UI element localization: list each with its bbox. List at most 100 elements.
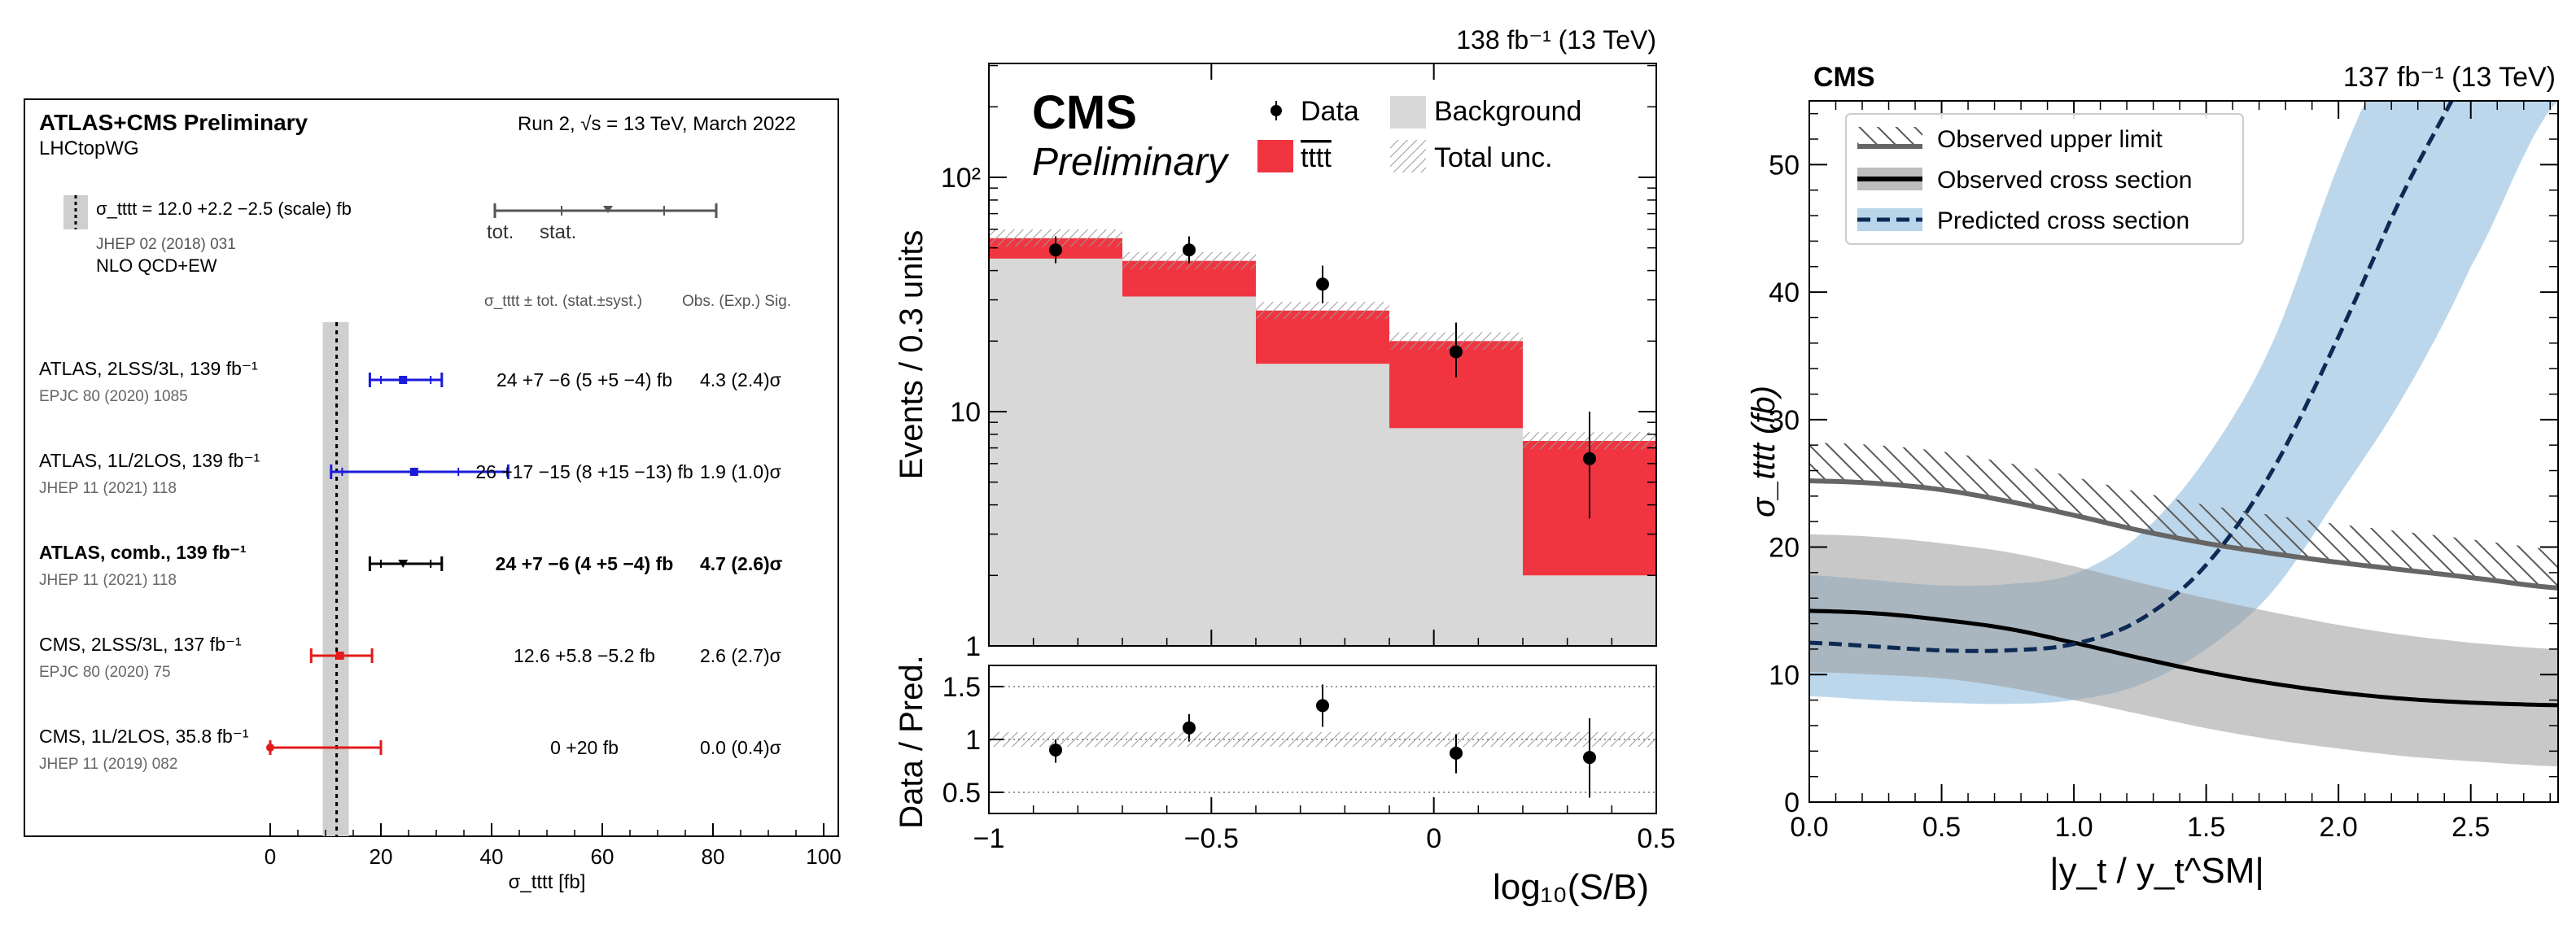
- measurement-marker: [266, 744, 274, 752]
- data-point: [1316, 277, 1329, 291]
- measurement-ref: JHEP 11 (2021) 118: [39, 572, 177, 589]
- background-bar: [1122, 296, 1256, 646]
- right-y-tick-label: 40: [1769, 277, 1800, 308]
- left-plot-area: 0 20 40 60 80 100 ATLAS, 2LSS/3L, 139 fb⁻¹ EPJC…: [39, 322, 842, 869]
- ratio-point: [1316, 699, 1329, 713]
- measurement-name: CMS, 2LSS/3L, 137 fb⁻¹: [39, 634, 242, 655]
- data-point: [1450, 345, 1463, 359]
- legend-signal-label: tttt: [1301, 142, 1332, 173]
- middle-lumi-label: 138 fb⁻¹ (13 TeV): [1456, 25, 1656, 55]
- left-xlabel: σ_tttt [fb]: [509, 871, 586, 893]
- right-x-tick-label: 1.0: [2054, 812, 2093, 843]
- left-x-tick-label: 100: [806, 844, 841, 869]
- right-y-tick-label: 20: [1769, 533, 1800, 564]
- measurement-significance: 2.6 (2.7)σ: [700, 645, 781, 666]
- left-energy-label: Run 2, √s = 13 TeV, March 2022: [518, 113, 796, 135]
- measurement-name: CMS, 1L/2LOS, 35.8 fb⁻¹: [39, 726, 249, 747]
- left-frame: [24, 98, 839, 837]
- middle-ylabel: Events / 0.3 units: [894, 230, 929, 480]
- measurement-ref: JHEP 11 (2021) 118: [39, 480, 177, 497]
- legend-background-label: Background: [1434, 96, 1581, 127]
- ratio-point: [1450, 746, 1463, 760]
- measurement-marker: [409, 468, 418, 476]
- signal-bar: [1256, 310, 1389, 364]
- background-bar: [989, 258, 1122, 646]
- middle-x-tick-label: −1: [973, 823, 1005, 854]
- observed-upper-limit-line: [1809, 478, 2558, 591]
- preliminary-label: Preliminary: [1032, 141, 1230, 184]
- measurement-ref: EPJC 80 (2020) 1085: [39, 388, 188, 405]
- uncertainty-band: [1256, 301, 1389, 320]
- ratio-y-tick-label: 0.5: [942, 778, 981, 809]
- upper-limit-hatch: [1809, 443, 2558, 588]
- measurement-result: 0 +20 fb: [550, 737, 619, 758]
- legend-signal-swatch: [1257, 140, 1293, 172]
- column-header-xsec: σ_tttt ± tot. (stat.±syst.): [484, 293, 642, 310]
- legend-stat-label: stat.: [540, 221, 576, 243]
- measurement-name: ATLAS, 1L/2LOS, 139 fb⁻¹: [39, 450, 260, 471]
- ratio-point: [1583, 751, 1596, 765]
- ratio-point: [1049, 744, 1062, 757]
- data-point: [1049, 243, 1062, 257]
- left-title: ATLAS+CMS Preliminary: [39, 110, 308, 135]
- right-y-tick-label: 10: [1769, 660, 1800, 691]
- measurement-ref: EPJC 80 (2020) 75: [39, 664, 171, 681]
- middle-ratio-frame: [988, 665, 1657, 814]
- data-point: [1183, 243, 1196, 257]
- middle-x-tick-label: 0.5: [1637, 823, 1675, 854]
- measurement-significance: 0.0 (0.4)σ: [700, 737, 781, 758]
- measurement-result: 26 +17 −15 (8 +15 −13) fb: [475, 461, 693, 482]
- middle-main-frame: [988, 63, 1657, 647]
- left-subtitle: LHCtopWG: [39, 137, 139, 159]
- data-point: [1583, 451, 1596, 465]
- measurement-marker: [335, 652, 344, 660]
- right-y-tick-label: 50: [1769, 150, 1800, 181]
- left-x-tick-label: 40: [480, 844, 504, 869]
- background-bar: [1523, 575, 1656, 646]
- left-x-tick-label: 0: [265, 844, 276, 869]
- right-legend-box: [1845, 113, 2244, 245]
- measurement-significance: 1.9 (1.0)σ: [700, 461, 781, 482]
- middle-y-tick-label: 10²: [941, 163, 981, 194]
- measurement-marker: [399, 376, 408, 384]
- legend-upper-limit-swatch: [1857, 127, 1922, 146]
- legend-tot-label: tot.: [487, 221, 514, 243]
- middle-ratio-ylabel: Data / Pred.: [894, 655, 929, 828]
- legend-marker: [603, 206, 613, 213]
- middle-y-tick-label: 10: [950, 397, 981, 428]
- measurement-result: 24 +7 −6 (5 +5 −4) fb: [496, 369, 672, 390]
- observed-xsec-line: [1809, 608, 2558, 708]
- background-bar: [1389, 428, 1523, 646]
- right-frame: [1808, 100, 2559, 803]
- theory-ref: JHEP 02 (2018) 031: [96, 236, 236, 253]
- background-bar: [1256, 364, 1389, 646]
- right-y-tick-label: 30: [1769, 405, 1800, 436]
- measurement-significance: 4.7 (2.6)σ: [700, 553, 783, 574]
- predicted-xsec-line: [1809, 101, 2454, 653]
- measurement-ref: JHEP 11 (2019) 082: [39, 756, 177, 773]
- legend-uncertainty-label: Total unc.: [1434, 142, 1553, 173]
- legend-data-label: Data: [1301, 96, 1359, 127]
- right-xlabel: |y_t / y_t^SM|: [2049, 851, 2264, 891]
- middle-xlabel: log₁₀(S/B): [1493, 867, 1649, 907]
- measurement-marker: [398, 560, 409, 568]
- right-x-tick-label: 0.5: [1922, 812, 1961, 843]
- measurement-name: ATLAS, 2LSS/3L, 139 fb⁻¹: [39, 358, 258, 379]
- middle-x-tick-label: −0.5: [1184, 823, 1239, 854]
- ratio-y-tick-label: 1.5: [942, 672, 981, 703]
- middle-y-tick-label: 1: [965, 631, 981, 662]
- legend-observed-label: Observed cross section: [1937, 167, 2192, 194]
- middle-histogram-panel: 138 fb⁻¹ (13 TeV) 1 10 10² 0.5 1 1.5 −1 −0.5 0 0.…: [894, 25, 1676, 907]
- legend-predicted-label: Predicted cross section: [1937, 207, 2189, 234]
- legend-background-swatch: [1390, 96, 1426, 129]
- observed-xsec-band: [1809, 534, 2558, 767]
- theory-band: [322, 322, 349, 836]
- ratio-y-tick-label: 1: [965, 725, 981, 756]
- ratio-point: [1183, 721, 1196, 735]
- legend-upper-limit-label: Observed upper limit: [1937, 126, 2163, 153]
- right-x-tick-label: 0.0: [1790, 812, 1828, 843]
- measurement-name: ATLAS, comb., 139 fb⁻¹: [39, 542, 247, 563]
- left-x-tick-label: 60: [591, 844, 614, 869]
- measurement-significance: 4.3 (2.4)σ: [700, 369, 781, 390]
